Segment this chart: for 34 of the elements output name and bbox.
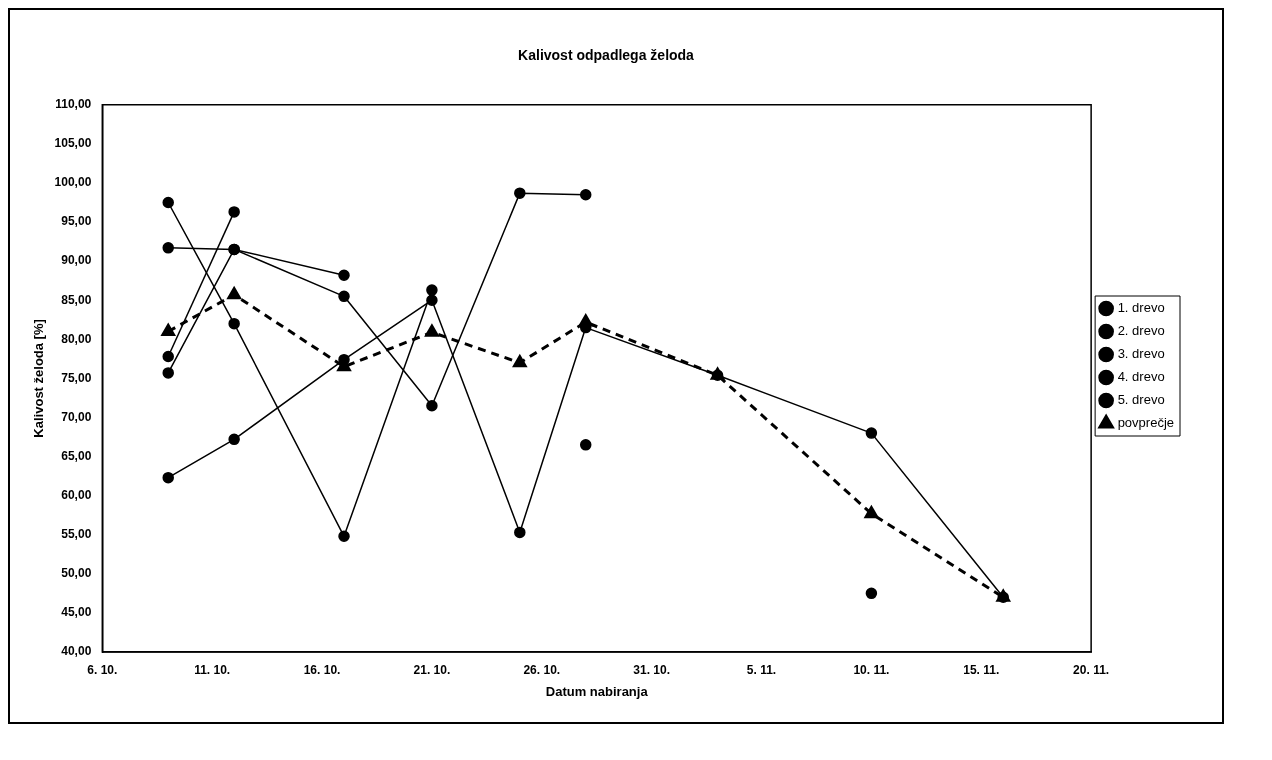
- y-tick-label: 55,00: [61, 527, 92, 542]
- x-tick-label: 10. 11.: [853, 662, 890, 677]
- x-tick-label: 20. 11.: [1073, 662, 1110, 677]
- y-tick-label: 90,00: [61, 253, 92, 268]
- x-tick-label: 21. 10.: [413, 662, 451, 677]
- y-tick-label: 50,00: [61, 566, 92, 581]
- y-tick-label: 95,00: [61, 214, 92, 229]
- y-tick-label: 105,00: [54, 136, 92, 151]
- y-tick-label: 60,00: [61, 487, 92, 502]
- y-tick-label: 40,00: [61, 644, 92, 659]
- legend-label: 2. drevo: [1117, 323, 1165, 339]
- legend-label: 4. drevo: [1117, 369, 1165, 385]
- y-tick-label: 45,00: [61, 605, 92, 620]
- legend-label: 1. drevo: [1117, 300, 1165, 316]
- legend-label: 5. drevo: [1117, 392, 1165, 408]
- y-tick-label: 65,00: [61, 448, 92, 463]
- y-tick-label: 80,00: [61, 331, 92, 346]
- chart-title: Kalivost odpadlega želoda: [518, 47, 695, 64]
- x-tick-label: 26. 10.: [523, 662, 561, 677]
- x-tick-label: 5. 11.: [746, 662, 777, 677]
- y-tick-label: 85,00: [61, 292, 92, 307]
- y-tick-label: 75,00: [61, 370, 92, 385]
- y-tick-label: 100,00: [54, 175, 92, 190]
- x-tick-label: 16. 10.: [303, 662, 341, 677]
- y-tick-label: 70,00: [61, 409, 92, 424]
- x-tick-label: 6. 10.: [87, 662, 118, 677]
- legend-label: 3. drevo: [1117, 346, 1165, 362]
- x-tick-label: 31. 10.: [633, 662, 670, 677]
- legend-label: povprečje: [1117, 415, 1175, 431]
- x-tick-label: 15. 11.: [963, 662, 1000, 677]
- y-tick-label: 110,00: [55, 97, 92, 112]
- x-tick-label: 11. 10.: [194, 662, 231, 677]
- x-axis-title: Datum nabiranja: [545, 683, 649, 699]
- y-axis-title: Kalivost želoda [%]: [31, 319, 47, 438]
